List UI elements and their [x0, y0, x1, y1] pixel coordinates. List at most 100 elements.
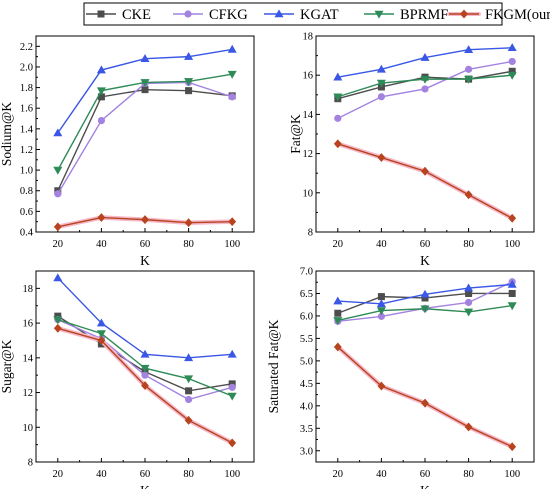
data-point-cfkg	[377, 93, 386, 101]
y-tick-label: 1.4	[20, 124, 34, 135]
y-axis-label: Fat@K	[288, 114, 303, 154]
data-point-kgat	[420, 289, 430, 298]
data-point-bprmf	[96, 330, 106, 339]
legend: CKE CFKG KGAT BPRMF FKGM(ours)	[83, 2, 550, 26]
x-axis-label: K	[140, 483, 150, 489]
data-point-bprmf	[53, 166, 63, 175]
series-fkgm-ours	[53, 323, 237, 448]
y-tick-label: 4.5	[300, 379, 313, 390]
series-line-fkgm-ours	[337, 346, 513, 448]
legend-marker-kgat	[274, 9, 284, 18]
data-point-fkgm-ours	[141, 215, 149, 225]
x-tick-label: 60	[140, 469, 151, 480]
x-tick-label: 60	[420, 239, 431, 250]
y-tick-label: 10	[23, 423, 34, 434]
data-point-fkgm-ours	[464, 190, 473, 200]
x-axis-label: K	[420, 483, 430, 489]
y-tick-label: 1.0	[20, 166, 33, 177]
series-bprmf	[333, 302, 517, 326]
panel-sugar-k: 8 10 12 14 16 18 20 40 60 80 100 K Sugar@K	[0, 270, 255, 489]
data-point-bprmf	[140, 79, 150, 88]
y-axis-label: Sodium@K	[0, 102, 14, 166]
data-point-bprmf	[507, 302, 517, 311]
series-kgat	[53, 273, 237, 362]
x-tick-label: 40	[96, 469, 107, 480]
y-tick-label: 14	[303, 110, 314, 121]
data-point-fkgm-ours	[377, 153, 386, 162]
legend-marker-cfkg	[184, 10, 192, 18]
legend-item-cke: CKE	[86, 7, 151, 23]
data-point-bprmf	[53, 316, 63, 325]
data-point-bprmf	[420, 305, 430, 314]
data-point-fkgm-ours	[184, 415, 193, 425]
data-point-fkgm-ours	[508, 213, 517, 223]
series-kgat	[333, 279, 517, 308]
y-tick-label: 6.5	[300, 289, 313, 300]
data-point-fkgm-ours	[333, 139, 342, 149]
data-point-bprmf	[184, 78, 194, 86]
x-tick-label: 100	[504, 239, 520, 250]
series-fkgm-ours	[333, 139, 517, 223]
x-tick-label: 20	[53, 239, 64, 250]
series-bprmf	[333, 71, 517, 102]
y-tick-label: 1.6	[20, 104, 33, 115]
panel-saturated-fat-k: 3.0 3.5 4.0 4.5 5.0 5.5 6.0 6.5 7.0 20 40 60 80 100 K S…	[266, 267, 535, 489]
series-line-cfkg	[337, 281, 513, 323]
y-tick-label: 1.2	[20, 145, 33, 156]
y-tick-label: 5.5	[300, 334, 313, 345]
y-tick-label: 2.2	[20, 42, 33, 53]
x-tick-label: 20	[53, 469, 64, 480]
data-point-kgat	[227, 44, 237, 53]
data-point-bprmf	[227, 392, 237, 401]
legend-label-bprmf: BPRMF	[400, 7, 448, 23]
legend-marker-fkgm-ours	[460, 9, 468, 19]
data-point-fkgm-ours	[97, 213, 106, 223]
data-point-kgat	[376, 299, 386, 308]
data-point-bprmf	[464, 308, 474, 317]
data-point-cke	[185, 387, 193, 395]
legend-label-cke: CKE	[122, 7, 151, 23]
data-point-fkgm-ours	[53, 323, 62, 333]
series-line-kgat	[57, 277, 233, 359]
data-point-kgat	[184, 353, 194, 362]
y-tick-label: 7.0	[300, 267, 313, 278]
plot-frame	[35, 35, 255, 233]
data-point-cfkg	[141, 371, 149, 379]
data-point-kgat	[507, 279, 517, 288]
data-point-cke	[334, 309, 342, 317]
x-tick-label: 80	[463, 239, 474, 250]
data-point-fkgm-ours	[228, 217, 237, 227]
data-point-bprmf	[376, 307, 386, 316]
series-kgat	[53, 44, 237, 137]
data-point-kgat	[227, 349, 237, 358]
legend-item-kgat: KGAT	[264, 7, 339, 23]
x-tick-label: 60	[140, 239, 151, 250]
data-point-bprmf	[333, 317, 343, 326]
data-point-cfkg	[465, 298, 473, 307]
series-kgat	[333, 43, 517, 81]
data-point-kgat	[140, 349, 150, 358]
x-tick-label: 80	[183, 469, 194, 480]
x-tick-label: 40	[376, 469, 387, 480]
y-tick-label: 5.0	[300, 356, 313, 367]
y-tick-label: 14	[23, 353, 34, 364]
x-tick-label: 40	[376, 239, 387, 250]
panel-fat-k: 8 10 12 14 16 18 20 40 60 80 100 K Fat@K	[288, 32, 535, 268]
data-point-fkgm-ours	[97, 335, 106, 345]
data-point-cfkg	[228, 383, 236, 391]
y-tick-label: 3.5	[300, 424, 313, 435]
series-fkgm-ours	[333, 342, 517, 452]
series-line-cfkg	[57, 81, 233, 195]
plot-frame	[315, 35, 535, 233]
series-cke	[334, 289, 516, 317]
data-point-kgat	[53, 273, 63, 282]
x-tick-label: 100	[224, 469, 240, 480]
series-line-fkgm-ours	[337, 143, 513, 219]
x-tick-label: 80	[183, 239, 194, 250]
y-tick-label: 0.8	[20, 186, 33, 197]
data-point-bprmf	[140, 364, 150, 373]
data-point-cfkg	[228, 93, 236, 101]
y-axis-label: Sugar@K	[0, 339, 14, 393]
x-axis-label: K	[420, 253, 430, 268]
data-point-fkgm-ours	[184, 218, 193, 228]
